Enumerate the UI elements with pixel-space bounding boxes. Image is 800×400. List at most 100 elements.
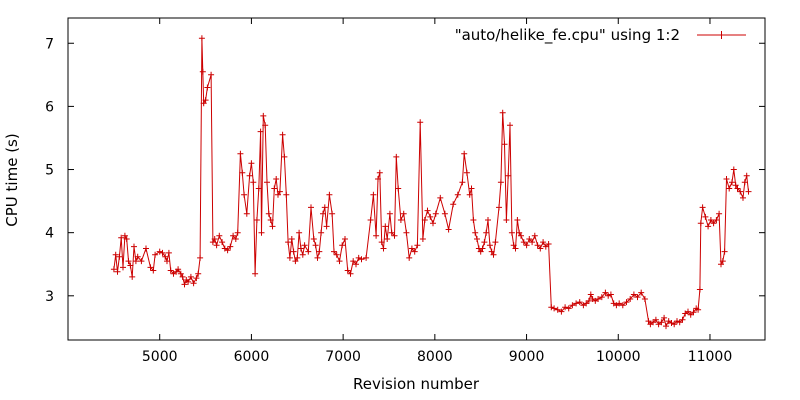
data-point-marker [523,242,530,249]
data-point-marker [370,191,377,198]
data-point-marker [461,150,468,157]
data-point-marker [331,248,337,255]
data-point-marker [474,236,480,242]
data-point-marker [350,258,357,265]
data-point-marker [234,229,241,236]
data-point-marker [397,217,404,223]
data-point-marker [179,273,186,280]
data-point-marker [308,204,314,211]
data-point-marker [690,309,697,316]
data-point-marker [645,318,652,325]
data-point-marker [466,191,473,198]
data-point-marker [159,249,166,256]
data-point-marker [378,239,385,246]
data-point-marker [197,254,204,261]
data-point-marker [548,304,555,311]
x-tick-label: 10000 [596,349,641,365]
data-point-marker [630,291,637,298]
data-point-marker [411,248,418,255]
data-point-marker [529,239,536,246]
data-point-marker [695,306,702,313]
data-point-marker [333,251,340,258]
data-point-marker [375,176,381,182]
data-point-marker [534,242,541,249]
data-point-marker [605,292,612,299]
data-point-marker [531,232,538,239]
data-point-marker [121,232,128,239]
data-point-marker [450,201,457,208]
data-point-marker [477,248,484,255]
data-point-marker [400,210,407,217]
data-point-marker [339,242,346,249]
data-point-marker [685,308,691,315]
data-point-marker [540,239,547,246]
data-point-marker [118,234,125,241]
data-point-marker [492,239,499,246]
data-point-marker [663,323,669,330]
data-point-marker [355,254,362,261]
data-point-marker [276,188,283,195]
data-point-marker [607,291,614,298]
data-point-marker [167,267,174,274]
data-point-marker [382,223,389,230]
data-point-marker [336,258,343,265]
data-point-marker [216,232,223,239]
data-point-marker [120,264,126,271]
data-point-marker [745,188,752,195]
data-point-marker [432,210,439,217]
data-point-marker [213,242,220,249]
data-point-marker [363,254,370,261]
data-point-marker [587,291,594,298]
data-point-marker [576,299,583,306]
data-point-marker [414,242,421,249]
data-point-marker [367,217,374,223]
data-point-marker [202,97,209,104]
data-point-marker [132,258,139,265]
data-point-marker [264,179,270,186]
data-point-marker [627,296,634,302]
data-point-marker [342,236,348,242]
plot-area-frame [67,17,766,341]
data-point-marker [705,223,712,230]
data-point-marker [445,226,452,233]
data-point-marker [454,191,461,198]
data-point-marker [674,318,680,325]
data-point-marker [403,229,410,236]
data-point-marker [138,258,145,265]
y-tick-label: 7 [45,36,54,52]
data-point-marker [200,100,207,107]
data-point-marker [598,294,605,301]
data-point-marker [321,204,328,211]
data-point-marker [292,258,299,265]
data-point-marker [510,242,517,249]
legend: "auto/helike_fe.cpu" using 1:2 [455,26,746,45]
data-point-marker [737,188,744,195]
data-point-marker [237,150,244,157]
data-point-marker [257,128,264,135]
data-point-marker [619,302,626,309]
data-point-marker [485,217,491,223]
data-point-marker [520,239,527,246]
data-point-marker [501,141,508,148]
data-point-marker [316,248,323,255]
data-point-marker [283,191,290,198]
data-point-marker [211,236,218,242]
data-point-marker [198,35,205,42]
data-point-marker [514,217,521,223]
data-point-marker [312,242,319,249]
data-point-marker [190,280,197,287]
data-point-marker [181,281,188,288]
data-point-marker [406,254,413,261]
data-point-marker [116,253,123,260]
data-point-marker [209,239,216,246]
data-point-marker [721,248,728,255]
data-point-marker [679,316,686,323]
data-point-marker [393,153,400,160]
data-point-marker [285,239,292,246]
data-point-marker [421,217,428,223]
data-point-marker [488,248,495,255]
data-point-marker [602,289,609,296]
data-point-marker [427,213,434,220]
data-point-marker [388,229,395,236]
